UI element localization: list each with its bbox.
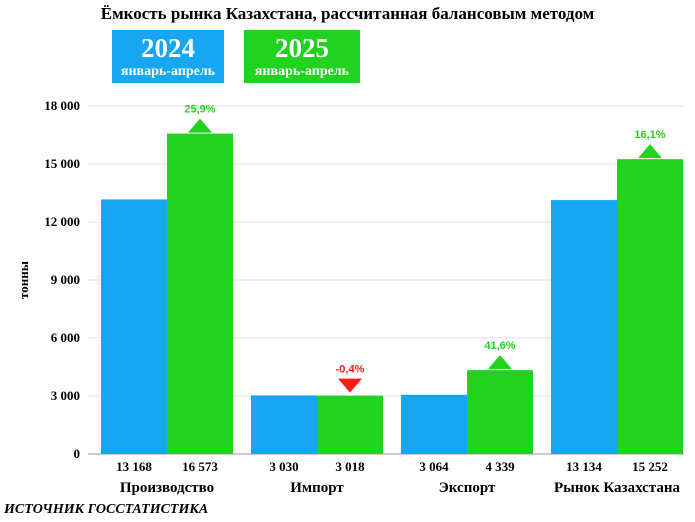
category-label: Производство <box>120 480 214 496</box>
y-tick-label: 0 <box>74 446 81 461</box>
y-tick-label: 18 000 <box>44 98 80 113</box>
bar-2025 <box>617 159 683 455</box>
category-label: Импорт <box>290 480 344 496</box>
bar-value-label: 3 018 <box>335 459 365 474</box>
chart-title: Ёмкость рынка Казахстана, рассчитанная б… <box>100 4 595 23</box>
bar-value-label: 16 573 <box>182 459 218 474</box>
change-label: 25,9% <box>184 104 215 116</box>
legend-year-2025: 2025 <box>275 33 329 63</box>
bar-value-label: 13 134 <box>566 459 602 474</box>
bar-value-label: 13 168 <box>116 459 152 474</box>
y-axis-label: тонны <box>16 261 31 299</box>
legend-item-2024: 2024 январь-апрель <box>112 30 224 83</box>
bar-value-label: 3 064 <box>419 459 449 474</box>
bar-2024 <box>251 395 317 454</box>
change-label: 41,6% <box>484 340 515 352</box>
bar-value-label: 3 030 <box>269 459 298 474</box>
change-label: 16,1% <box>634 129 665 141</box>
bar-2024 <box>401 394 467 454</box>
category-label: Экспорт <box>439 480 496 496</box>
y-tick-label: 3 000 <box>51 388 80 403</box>
bar-value-label: 15 252 <box>632 459 668 474</box>
bar-2025 <box>167 133 233 454</box>
legend-period-2025: январь-апрель <box>254 64 350 79</box>
y-tick-label: 9 000 <box>51 272 80 287</box>
legend-item-2025: 2025 январь-апрель <box>244 30 360 83</box>
bar-2024 <box>551 200 617 454</box>
legend-year-2024: 2024 <box>141 33 195 63</box>
y-tick-label: 12 000 <box>44 214 80 229</box>
bar-2025 <box>317 395 383 454</box>
change-up-arrow <box>188 118 212 133</box>
source-note: ИСТОЧНИК ГОССТАТИСТИКА <box>4 502 209 517</box>
bar-value-label: 4 339 <box>485 459 515 474</box>
change-up-arrow <box>638 144 662 159</box>
change-label: -0,4% <box>336 364 365 376</box>
change-down-arrow <box>338 378 362 393</box>
bar-2025 <box>467 370 533 454</box>
y-tick-label: 15 000 <box>44 156 80 171</box>
bar-2024 <box>101 199 167 454</box>
y-tick-label: 6 000 <box>51 330 80 345</box>
legend-period-2024: январь-апрель <box>120 64 216 79</box>
change-up-arrow <box>488 355 512 370</box>
category-label: Рынок Казахстана <box>554 480 681 496</box>
